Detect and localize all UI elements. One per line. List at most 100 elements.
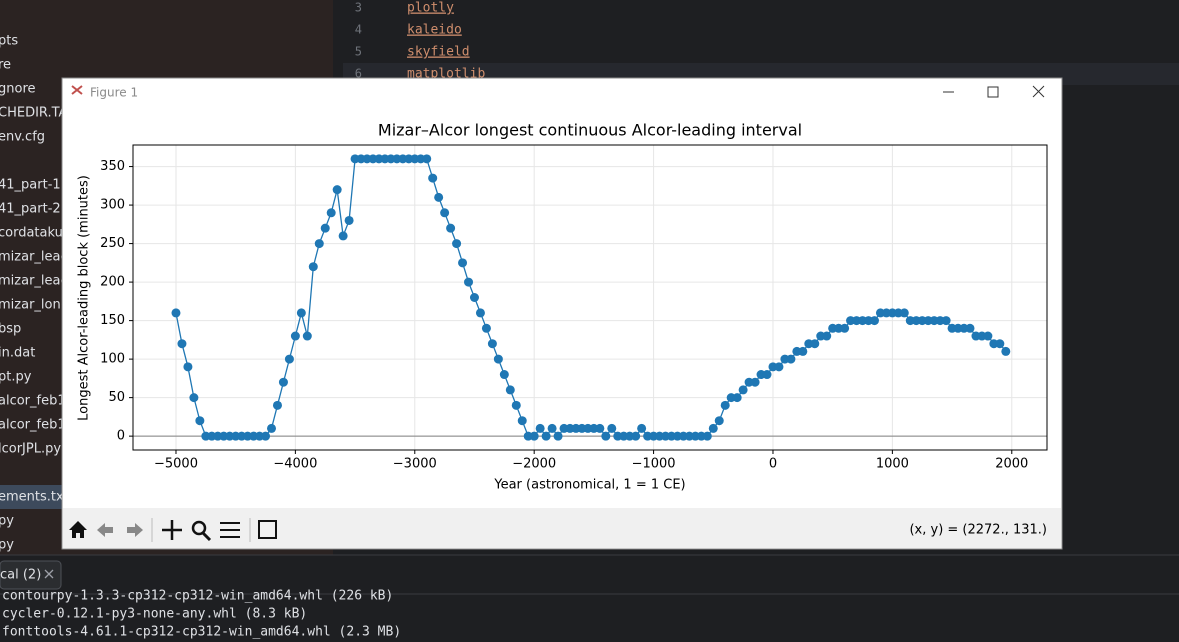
data-point (458, 258, 468, 268)
file-name[interactable]: mizar_lead_ (0, 274, 76, 289)
zoom-button[interactable] (191, 520, 207, 536)
file-name[interactable]: in.dat (0, 346, 35, 361)
x-tick-label: −4000 (273, 457, 317, 472)
y-tick-label: 100 (100, 352, 125, 367)
data-point (786, 354, 796, 364)
data-point (296, 308, 306, 318)
data-point (899, 308, 909, 318)
selected-file (0, 485, 62, 509)
data-point (452, 239, 462, 249)
data-point (332, 185, 342, 195)
line-number: 5 (355, 45, 362, 59)
data-point (738, 385, 748, 395)
x-tick-label: −5000 (154, 457, 198, 472)
x-tick-label: 2000 (995, 457, 1028, 472)
x-tick-label: −3000 (393, 457, 437, 472)
data-point (511, 400, 521, 410)
data-point (517, 416, 527, 426)
data-point (434, 192, 444, 202)
pan-button[interactable] (162, 520, 182, 540)
data-point (422, 154, 432, 164)
tab-close[interactable] (44, 569, 54, 579)
x-tick-label: −1000 (632, 457, 676, 472)
data-point (428, 173, 438, 183)
x-axis-label: Year (astronomical, 1 = 1 CE) (493, 478, 685, 493)
file-name[interactable]: py (0, 514, 14, 529)
data-point (326, 208, 336, 218)
data-point (308, 262, 318, 272)
line-number: 4 (355, 23, 362, 37)
x-tick-label: 0 (769, 457, 777, 472)
file-name[interactable]: pts (0, 34, 18, 49)
configure-button[interactable] (220, 522, 240, 538)
file-name[interactable]: CHEDIR.TA (0, 106, 68, 121)
close[interactable] (1032, 85, 1045, 98)
file-name[interactable]: alcor_feb15 (0, 394, 74, 409)
file-name[interactable]: mizar_longe (0, 298, 77, 313)
data-point (529, 431, 539, 441)
data-point (965, 323, 975, 333)
data-point (774, 362, 784, 372)
file-name[interactable]: lcorJPL.py (0, 442, 61, 457)
window-title: Figure 1 (90, 86, 138, 100)
y-tick-label: 150 (100, 313, 125, 328)
toolbar-icons (69, 518, 277, 542)
file-name[interactable]: ements.txt (0, 490, 69, 505)
file-name[interactable]: pt.py (0, 370, 32, 385)
data-point (464, 277, 474, 287)
data-point (547, 423, 557, 433)
data-point (183, 362, 193, 372)
data-point (637, 423, 647, 433)
data-point (750, 377, 760, 387)
data-point (541, 431, 551, 441)
file-name[interactable]: gnore (0, 82, 36, 97)
save-button[interactable] (258, 520, 277, 539)
line-number: 6 (355, 67, 362, 81)
file-name[interactable]: py (0, 538, 14, 553)
data-point (481, 323, 491, 333)
data-point (983, 331, 993, 341)
y-tick-label: 0 (117, 429, 125, 444)
terminal-tab[interactable] (0, 560, 62, 590)
y-tick-label: 350 (100, 159, 125, 174)
data-point (1001, 346, 1011, 356)
data-point (487, 339, 497, 349)
code-line: kaleido (407, 23, 462, 38)
data-point (344, 215, 354, 225)
data-point (822, 331, 832, 341)
data-point (714, 416, 724, 426)
forward-button[interactable] (127, 523, 143, 537)
file-name[interactable]: env.cfg (0, 130, 45, 145)
terminal-line: cycler-0.12.1-py3-none-any.whl (8.3 kB) (2, 607, 307, 622)
data-point (995, 339, 1005, 349)
file-name[interactable]: alcor_feb15 (0, 418, 74, 433)
data-point (171, 308, 181, 318)
plot-area (133, 145, 1047, 450)
axes-frame (132, 144, 1048, 451)
home-button[interactable] (69, 521, 87, 538)
data-point (720, 400, 730, 410)
maximize[interactable] (987, 86, 999, 98)
file-name[interactable]: bsp (0, 322, 21, 337)
back-button[interactable] (97, 523, 113, 537)
file-name[interactable]: 41_part-1. (0, 178, 65, 193)
file-name[interactable]: cordataku (0, 226, 63, 241)
data-point (320, 223, 330, 233)
line-number: 3 (355, 1, 362, 15)
data-point (499, 370, 509, 380)
data-point (493, 354, 503, 364)
code-line: plotly (407, 1, 454, 16)
file-name[interactable]: mizar_lead_ (0, 250, 76, 265)
terminal-tab-label[interactable]: cal (2) (0, 568, 41, 583)
data-point (475, 308, 485, 318)
data-point (177, 339, 187, 349)
data-point (607, 423, 617, 433)
data-point (840, 323, 850, 333)
file-name[interactable]: 41_part-2. (0, 202, 65, 217)
data-point (505, 385, 515, 395)
data-point (290, 331, 300, 341)
data-point (708, 423, 718, 433)
file-name[interactable]: re (0, 58, 11, 73)
